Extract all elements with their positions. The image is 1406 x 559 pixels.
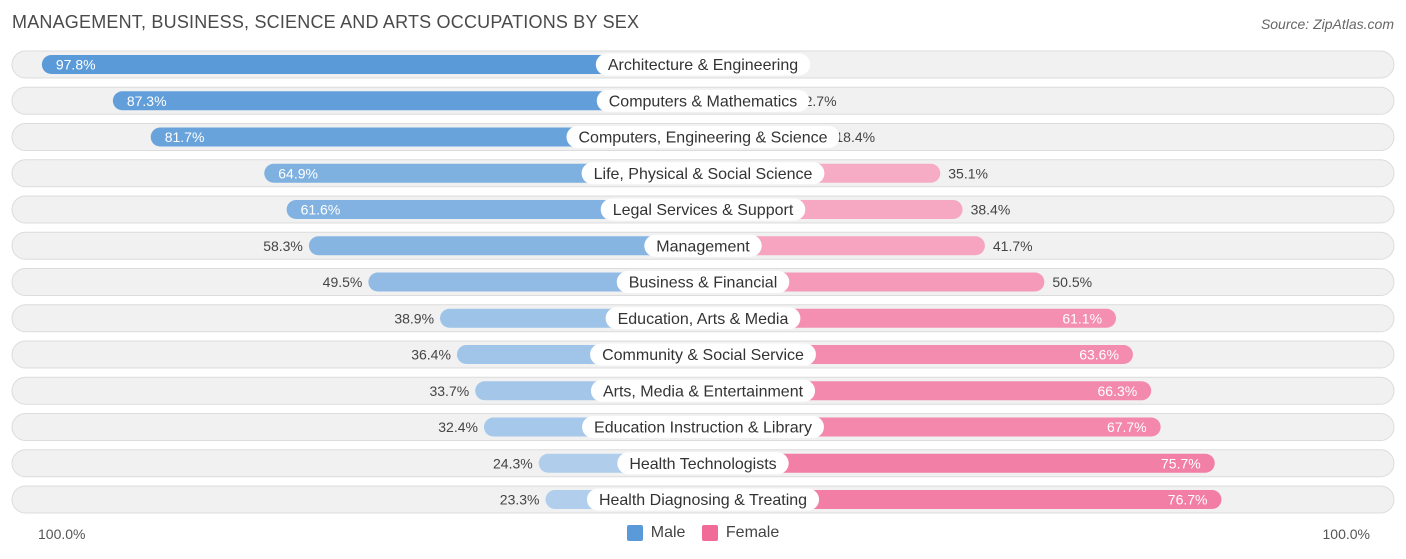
category-label-5: Management [656,238,750,255]
chart-title: MANAGEMENT, BUSINESS, SCIENCE AND ARTS O… [12,12,640,32]
category-pill-11 [617,452,789,475]
value-label-male-12: 23.3% [500,492,540,508]
value-label-male-7: 38.9% [394,310,434,326]
value-label-male-1: 87.3% [127,93,167,109]
bar-female-6 [703,272,1045,292]
bar-male-4 [286,200,703,219]
category-label-6: Business & Financial [629,275,778,292]
value-label-male-5: 58.3% [263,238,303,254]
chart-source: Source: ZipAtlas.com [1260,16,1394,32]
category-label-2: Computers, Engineering & Science [578,130,827,147]
value-label-male-11: 24.3% [493,455,533,471]
category-pill-4 [600,198,806,221]
category-label-10: Education Instruction & Library [594,420,812,437]
legend-item-female: Female [701,524,780,542]
category-pill-8 [590,343,816,366]
value-label-female-12: 76.7% [1168,492,1208,508]
category-label-9: Arts, Media & Entertainment [603,383,804,400]
bar-male-5 [308,236,703,256]
bar-female-7 [703,308,1117,328]
chart-area: 97.8%2.2%Architecture & Engineering87.3%… [11,50,1395,514]
value-label-male-2: 81.7% [165,129,205,145]
category-label-12: Health Diagnosing & Treating [599,492,807,509]
legend-item-male: Male [626,524,686,542]
category-pill-0 [595,53,811,76]
bar-male-0 [41,55,703,74]
category-label-0: Architecture & Engineering [608,57,798,74]
legend-swatch-male [626,525,643,541]
category-label-4: Legal Services & Support [613,202,794,219]
value-label-male-3: 64.9% [278,165,318,181]
category-label-7: Education, Arts & Media [618,311,789,328]
category-pill-2 [566,126,840,148]
category-label-8: Community & Social Service [602,347,804,364]
bar-female-5 [703,236,985,256]
category-pill-10 [582,416,824,438]
legend-label-female: Female [725,524,780,541]
category-pill-5 [644,234,762,257]
category-pill-9 [590,379,816,402]
legend-swatch-female [701,525,718,541]
axis-right-label: 100.0% [1322,526,1370,542]
value-label-female-5: 41.7% [993,238,1033,254]
value-label-female-6: 50.5% [1052,274,1092,290]
value-label-female-3: 35.1% [948,165,988,181]
bar-male-2 [150,127,703,147]
value-label-male-4: 61.6% [301,202,341,218]
category-pill-7 [605,307,801,330]
value-label-female-8: 63.6% [1079,347,1119,363]
value-label-female-2: 18.4% [835,129,875,145]
bar-female-9 [703,381,1152,401]
value-label-male-6: 49.5% [323,274,363,290]
value-label-male-10: 32.4% [438,419,478,435]
bar-female-12 [703,490,1222,509]
value-label-female-7: 61.1% [1062,310,1102,326]
value-label-female-9: 66.3% [1097,383,1137,399]
bar-male-1 [112,91,704,111]
category-label-3: Life, Physical & Social Science [594,166,813,183]
category-pill-1 [596,89,810,112]
category-label-1: Computers & Mathematics [609,93,798,110]
category-pill-6 [616,271,790,293]
bar-female-11 [703,453,1215,473]
value-label-male-8: 36.4% [411,347,451,363]
value-label-female-11: 75.7% [1161,455,1201,471]
axis-left-label: 100.0% [38,526,86,542]
value-label-female-4: 38.4% [971,202,1011,218]
value-label-male-0: 97.8% [56,57,96,73]
legend-label-male: Male [650,524,686,541]
value-label-male-9: 33.7% [429,383,469,399]
value-label-female-10: 67.7% [1107,419,1147,435]
legend: Male Female [0,524,1406,546]
category-pill-3 [581,162,825,185]
category-pill-12 [586,488,820,511]
category-label-11: Health Technologists [629,456,776,473]
